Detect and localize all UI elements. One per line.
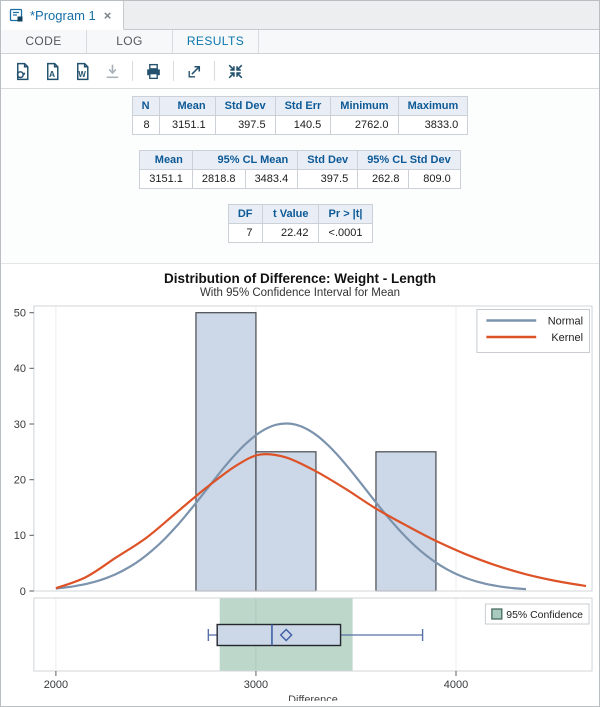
table-cell: 3833.0 [397, 115, 469, 135]
table-cell: 140.5 [274, 115, 332, 135]
normal-legend-label: Normal [548, 315, 583, 327]
table-row: 7 22.42 <.0001 [227, 223, 373, 243]
table-cell: 22.42 [261, 223, 319, 243]
table-cell: 2762.0 [330, 115, 399, 135]
tab-results[interactable]: RESULTS [173, 30, 259, 53]
table-cell: 262.8 [357, 169, 410, 189]
y-tick-label: 0 [20, 586, 26, 598]
table-header-cell: DF [227, 204, 263, 224]
kernel-legend-label: Kernel [551, 332, 583, 344]
table-cell: 809.0 [408, 169, 461, 189]
y-tick-label: 20 [14, 474, 26, 486]
t-test-table: DF t Value Pr > |t| 7 22.42 <.0001 [227, 204, 373, 243]
table-header-cell: Std Dev [214, 96, 276, 116]
table-header-cell: Mean [158, 96, 216, 116]
table-cell: 3151.1 [139, 169, 193, 189]
program-file-icon [8, 7, 24, 23]
svg-text:W: W [78, 69, 86, 78]
y-tick-label: 40 [14, 363, 26, 375]
table-header-cell: Pr > |t| [317, 204, 373, 224]
pdf-output-icon[interactable]: A [39, 58, 65, 84]
y-tick-label: 50 [14, 307, 26, 319]
toolbar-separator [132, 61, 133, 81]
toolbar-separator [173, 61, 174, 81]
table-header-cell: 95% CL Std Dev [357, 150, 461, 170]
table-cell: <.0001 [317, 223, 373, 243]
tab-code[interactable]: CODE [1, 30, 87, 53]
tables-container: N Mean Std Dev Std Err Minimum Maximum 8 3151.1… [14, 96, 586, 243]
window-tab-bar: *Program 1 × [1, 1, 599, 30]
table-header-cell: Minimum [330, 96, 399, 116]
word-output-icon[interactable]: W [69, 58, 95, 84]
boxplot-panel-border [33, 597, 593, 672]
confidence-legend-label: 95% Confidence [506, 610, 583, 621]
confidence-legend-swatch [491, 608, 503, 620]
chart-subtitle: With 95% Confidence Interval for Mean [199, 287, 401, 299]
view-tabs: CODE LOG RESULTS [1, 30, 599, 54]
chart: 0 10 20 30 40 50 Normal Kernel 95% Confidence 200… [1, 299, 599, 701]
normal-curve [55, 422, 527, 591]
table-header-cell: Mean [139, 150, 193, 170]
results-pane: N Mean Std Dev Std Err Minimum Maximum 8 3151.1… [1, 89, 599, 263]
chart-title: Distribution of Difference: Weight - Len… [164, 271, 436, 286]
summary-statistics-table: N Mean Std Dev Std Err Minimum Maximum 8 3151.1… [131, 96, 469, 135]
html-results-icon[interactable] [9, 58, 35, 84]
curve-legend [476, 309, 591, 353]
distribution-chart-svg: 0 10 20 30 40 50 Normal Kernel 95% Confidence 200… [14, 305, 593, 701]
svg-text:A: A [49, 68, 55, 78]
x-tick-label: 4000 [444, 679, 468, 691]
collapse-icon[interactable] [222, 58, 248, 84]
histogram-panel-border [33, 305, 593, 592]
histogram-bar [195, 312, 257, 592]
close-tab-icon[interactable]: × [103, 7, 112, 23]
confidence-limits-table: Mean 95% CL Mean Std Dev 95% CL Std Dev 3151… [139, 150, 461, 189]
table-row: 3151.1 2818.8 3483.4 397.5 262.8 809.0 [139, 169, 461, 189]
program-tab[interactable]: *Program 1 × [1, 1, 125, 30]
table-header-cell: t Value [261, 204, 319, 224]
table-header-cell: Maximum [397, 96, 469, 116]
table-header-cell: Std Dev [297, 150, 359, 170]
histogram-bar [375, 451, 437, 592]
table-cell: 7 [227, 223, 263, 243]
table-header-cell: N [131, 96, 160, 116]
table-header-cell: 95% CL Mean [191, 150, 299, 170]
table-cell: 8 [131, 115, 160, 135]
table-cell: 397.5 [214, 115, 276, 135]
confidence-legend [484, 603, 590, 625]
x-tick-label: 2000 [44, 679, 68, 691]
table-cell: 397.5 [297, 169, 359, 189]
x-axis-title: Difference [288, 694, 338, 701]
toolbar-separator [214, 61, 215, 81]
table-cell: 2818.8 [191, 169, 246, 189]
mean-diamond [279, 628, 293, 642]
table-cell: 3483.4 [244, 169, 299, 189]
program-tab-title: *Program 1 [30, 7, 96, 23]
open-new-window-icon[interactable] [181, 58, 207, 84]
table-row: 8 3151.1 397.5 140.5 2762.0 3833.0 [131, 115, 469, 135]
y-tick-label: 30 [14, 419, 26, 431]
graph-pane: Distribution of Difference: Weight - Len… [1, 263, 599, 706]
kernel-curve [55, 452, 587, 590]
x-tick-label: 3000 [244, 679, 268, 691]
y-tick-label: 10 [14, 530, 26, 542]
histogram-bar [255, 451, 317, 592]
table-cell: 3151.1 [158, 115, 216, 135]
print-icon[interactable] [140, 58, 166, 84]
table-header-cell: Std Err [274, 96, 332, 116]
box [216, 623, 342, 647]
download-icon [99, 58, 125, 84]
tab-log[interactable]: LOG [87, 30, 173, 53]
